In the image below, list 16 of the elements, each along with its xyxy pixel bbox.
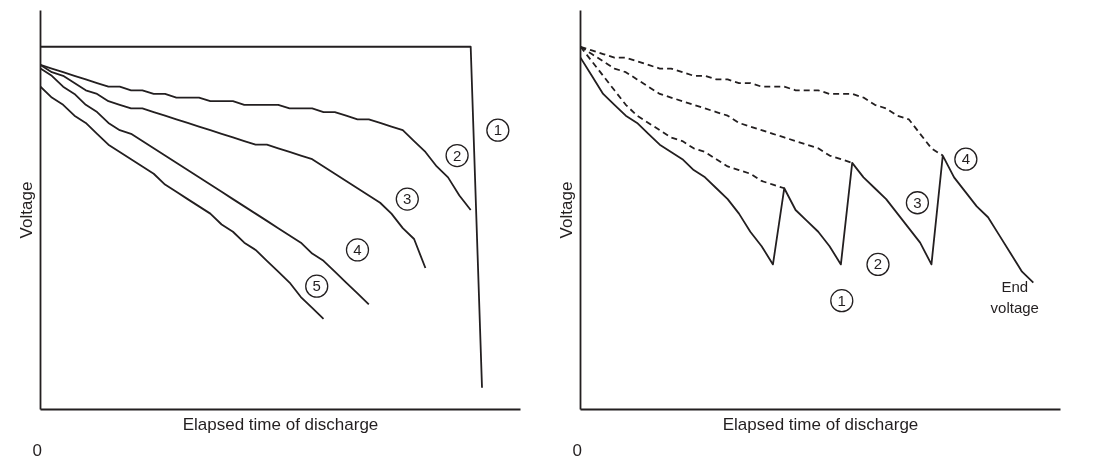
y-axis-title: Voltage: [556, 181, 576, 239]
annotation: 2: [873, 255, 883, 273]
annotation: 3: [403, 190, 412, 208]
annotation: End voltage: [990, 278, 1039, 316]
text: 0: [32, 440, 42, 460]
x-axis-title: Elapsed time of discharge: [182, 414, 379, 434]
text: 0: [572, 440, 582, 460]
x-axis-title: Elapsed time of discharge: [722, 414, 919, 434]
annotation: 5: [312, 277, 321, 295]
y-axis-title: Voltage: [16, 181, 36, 239]
annotation: 4: [961, 150, 971, 168]
annotation: 3: [913, 193, 922, 211]
annotation: 2: [452, 146, 462, 164]
annotation: 4: [353, 240, 362, 258]
annotation: 1: [837, 291, 846, 309]
annotation: 1: [493, 121, 503, 139]
